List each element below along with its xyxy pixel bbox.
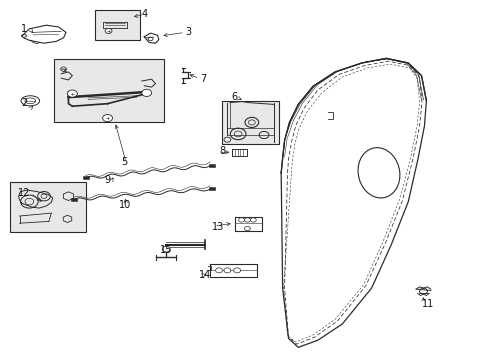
Circle shape [102, 114, 112, 122]
FancyBboxPatch shape [232, 149, 246, 156]
Circle shape [244, 226, 250, 231]
Text: 8: 8 [219, 146, 225, 156]
FancyBboxPatch shape [95, 10, 140, 40]
Text: 12: 12 [18, 188, 31, 198]
Text: 10: 10 [118, 200, 131, 210]
Bar [209, 164, 215, 167]
Text: 13: 13 [211, 222, 224, 232]
Text: 9: 9 [104, 175, 110, 185]
Circle shape [233, 268, 240, 273]
Circle shape [142, 89, 151, 96]
Bar [209, 187, 215, 190]
Text: 14: 14 [199, 270, 211, 280]
Circle shape [238, 218, 244, 222]
Circle shape [105, 28, 112, 33]
Text: 11: 11 [421, 299, 433, 309]
Circle shape [215, 268, 222, 273]
Circle shape [162, 246, 170, 252]
Text: 5: 5 [122, 157, 127, 167]
Circle shape [244, 218, 250, 222]
Text: 15: 15 [160, 245, 172, 255]
Text: 6: 6 [231, 92, 237, 102]
FancyBboxPatch shape [54, 59, 163, 122]
FancyBboxPatch shape [222, 101, 278, 144]
Text: 3: 3 [185, 27, 191, 37]
Bar [71, 198, 77, 201]
Text: 4: 4 [141, 9, 147, 19]
FancyBboxPatch shape [10, 182, 85, 232]
Bar [83, 176, 89, 179]
Text: 1: 1 [21, 24, 27, 34]
Circle shape [224, 268, 230, 273]
Text: 7: 7 [200, 74, 205, 84]
Text: 2: 2 [21, 98, 27, 108]
Circle shape [67, 90, 77, 97]
Circle shape [250, 218, 256, 222]
